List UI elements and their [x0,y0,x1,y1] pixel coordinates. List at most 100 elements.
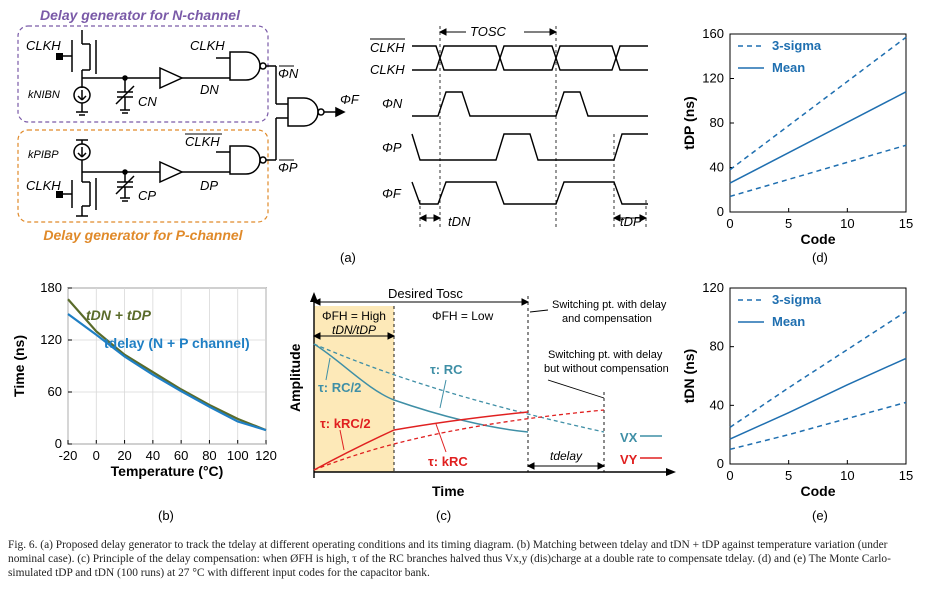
series-line-1 [729,91,907,184]
phase-low: ΦFH = Low [432,309,494,323]
clk-label: CLKH [370,62,405,77]
p-source-label: kPIBP [28,149,59,161]
series-line-1 [67,313,267,432]
principle-diagram [310,292,676,478]
tau-rc2: τ: RC/2 [318,380,361,395]
p-cap-label: CP [138,188,156,203]
p-box-title: Delay generator for P-channel [43,227,243,243]
x-axis-title: Temperature (°C) [111,463,224,479]
p-clk-label: CLKH [26,178,61,193]
x-tick-label: 10 [840,216,854,231]
tau-rc: τ: RC [430,362,463,377]
panel-a-label: (a) [340,250,356,265]
x-tick-label: 40 [146,448,160,463]
vy-legend: VY [620,452,638,467]
amplitude-axis-label: Amplitude [287,343,303,412]
panel-d-label: (d) [812,250,828,265]
timing-labels: TOSC CLKH CLKH ΦN ΦP ΦF tDN tDP [370,24,642,229]
legend-label-mean: Mean [772,314,805,329]
x-tick-label: 10 [840,468,854,483]
x-tick-label: 0 [726,216,733,231]
timing-diagram [411,26,648,228]
n-box-title: Delay generator for N-channel [40,7,241,23]
legend-label-sigma: 3-sigma [772,292,822,307]
tau-krc2: τ: kRC/2 [320,416,371,431]
x-tick-label: 15 [899,216,913,231]
n-clk-label: CLKH [26,38,61,53]
plot-frame [729,287,907,465]
figure-caption: Fig. 6. (a) Proposed delay generator to … [8,538,922,580]
y-tick-label: 0 [55,436,62,451]
switch-comp2: and compensation [562,313,652,325]
legend-delay: tdelay (N + P channel) [104,335,250,351]
tdelay-label: tdelay [550,449,583,463]
phif-label: ΦF [382,186,402,201]
figure-canvas: Delay generator for N-channel Delay gene… [11,7,913,523]
series-line-0 [67,298,267,432]
x-tick-label: 60 [174,448,188,463]
caption-text: Fig. 6. (a) Proposed delay generator to … [8,539,891,579]
tosc-label: TOSC [470,24,506,39]
y-tick-label: 0 [717,456,724,471]
y-tick-label: 80 [710,339,724,354]
y-tick-label: 160 [702,26,724,41]
n-out-label: ΦN [278,66,299,81]
series-line-1 [729,357,907,440]
x-tick-label: 15 [899,468,913,483]
p-clk-gate-label: CLKH [185,134,220,149]
y-tick-label: 180 [40,280,62,295]
series-line-0 [729,36,907,171]
y-axis-title: tDP (ns) [681,96,697,149]
series-line-2 [729,401,907,451]
x-tick-label: 80 [202,448,216,463]
y-tick-label: 120 [702,71,724,86]
y-axis-title: tDN (ns) [681,349,697,403]
y-tick-label: 60 [48,384,62,399]
y-tick-label: 80 [710,115,724,130]
x-axis-title: Code [801,231,836,247]
switch-nocomp: Switching pt. with delay [548,349,663,361]
plot-frame [729,33,907,213]
n-node-label: DN [200,82,219,97]
x-tick-label: 5 [785,468,792,483]
high-phase-shade [314,306,394,472]
panel-e-label: (e) [812,508,828,523]
p-out-label: ΦP [278,160,298,175]
panel-b-label: (b) [158,508,174,523]
tau-krc: τ: kRC [428,454,468,469]
tdn-label: tDN [448,214,471,229]
schematic-labels: Delay generator for N-channel Delay gene… [26,7,360,243]
clkb-label: CLKH [370,40,405,55]
x-axis-title: Code [801,483,836,499]
phase-high: ΦFH = High [322,309,386,323]
x-tick-label: 20 [117,448,131,463]
phin-label: ΦN [382,96,403,111]
switch-comp: Switching pt. with delay [552,299,667,311]
y-axis-title: Time (ns) [11,335,27,397]
panel-c-label: (c) [436,508,451,523]
x-tick-label: 0 [93,448,100,463]
tdn-tdp-label: tDN/tDP [332,323,376,337]
n-clk-gate-label: CLKH [190,38,225,53]
legend-sum: tDN + tDP [86,307,152,323]
n-cap-label: CN [138,94,157,109]
y-tick-label: 120 [702,280,724,295]
schematic [17,25,346,223]
y-tick-label: 120 [40,332,62,347]
y-tick-label: 0 [717,204,724,219]
desired-tosc: Desired Tosc [388,286,463,301]
tdp-label: tDP [620,214,642,229]
legend-label-mean: Mean [772,60,805,75]
p-channel-box [17,129,269,223]
x-tick-label: 5 [785,216,792,231]
x-tick-label: 0 [726,468,733,483]
chart-tdp-code: 0 5 10 15 0 40 80 120 160 Code tDP (ns) 3-sigma Mean [681,26,913,247]
phip-label: ΦP [382,140,402,155]
vx-legend: VX [620,430,638,445]
n-source-label: kNIBN [28,89,60,101]
p-node-label: DP [200,178,218,193]
chart-tdn-code: 0 5 10 15 0 40 80 120 Code tDN (ns) 3-sigma Mean [681,280,913,499]
final-out-label: ΦF [340,92,360,107]
series-line-0 [729,310,907,428]
